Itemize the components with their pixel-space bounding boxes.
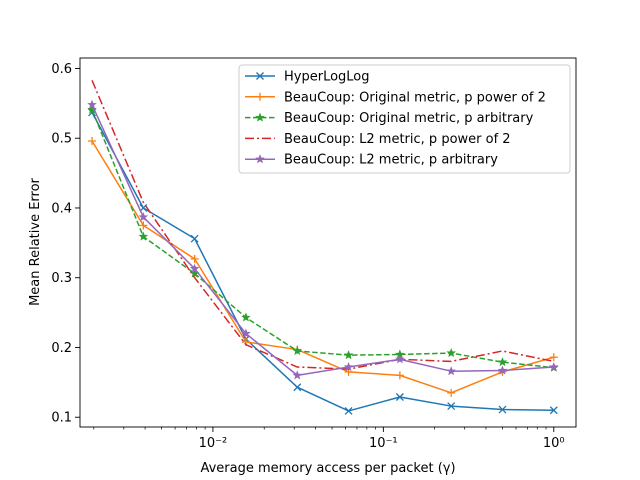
legend-box [238, 64, 571, 174]
data-point [395, 354, 405, 364]
legend-marker [256, 72, 264, 80]
data-point [190, 234, 199, 243]
plot-series [87, 80, 559, 415]
series-line [91, 112, 554, 412]
series-5 [87, 99, 559, 380]
data-point [293, 383, 302, 392]
y-tick-label: 0.4 [51, 201, 72, 216]
data-point [343, 350, 354, 360]
legend-entry: HyperLogLog [245, 70, 370, 85]
data-point [344, 406, 353, 415]
data-point [87, 99, 97, 109]
legend-entry: BeauCoup: L2 metric, p arbitrary [245, 153, 498, 168]
legend-entry: BeauCoup: Original metric, p power of 2 [245, 90, 546, 105]
y-tick-label: 0.5 [51, 132, 72, 147]
series-line [91, 80, 554, 370]
axes-frame [79, 57, 577, 428]
x-axis-ticks: 10⁻² 10⁻¹ 10⁰ [93, 427, 565, 451]
data-point [447, 388, 456, 397]
legend-marker [255, 154, 265, 164]
data-point [498, 405, 507, 414]
legend-label: BeauCoup: L2 metric, p power of 2 [284, 132, 511, 147]
legend-label: BeauCoup: Original metric, p arbitrary [284, 111, 534, 126]
plot-area-border [79, 57, 577, 428]
legend-entry: BeauCoup: Original metric, p arbitrary [245, 111, 534, 126]
legend-marker [256, 92, 264, 101]
series-line [91, 104, 554, 377]
data-point [549, 353, 558, 362]
legend-label: BeauCoup: Original metric, p power of 2 [284, 90, 546, 105]
series-line [91, 109, 554, 369]
data-point [548, 361, 559, 372]
data-point [138, 231, 149, 241]
data-point [446, 348, 456, 358]
data-point [343, 361, 354, 372]
data-point [497, 357, 508, 367]
data-point [87, 104, 97, 114]
data-point [189, 263, 200, 273]
data-point [497, 365, 508, 375]
data-point [395, 371, 404, 380]
data-point [549, 406, 558, 415]
legend-label: BeauCoup: L2 metric, p arbitrary [284, 153, 498, 168]
series-4 [91, 80, 554, 370]
y-tick-label: 0.1 [51, 411, 72, 426]
data-point [241, 312, 251, 322]
x-tick-label: 10⁰ [543, 436, 565, 451]
y-tick-label: 0.3 [51, 271, 72, 286]
y-axis-ticks: 0.1 0.2 0.3 0.4 0.5 0.6 [51, 62, 80, 426]
legend-entry: BeauCoup: L2 metric, p power of 2 [245, 132, 511, 147]
data-point [88, 137, 97, 146]
x-tick-label: 10⁻² [199, 436, 228, 451]
data-point [241, 328, 251, 338]
x-axis-label: Average memory access per packet (γ) [200, 461, 455, 476]
data-point [138, 212, 149, 222]
data-point [447, 402, 456, 411]
data-point [292, 345, 303, 356]
data-point [292, 370, 303, 380]
data-point [139, 221, 148, 230]
data-point [395, 393, 404, 401]
data-point [190, 254, 199, 263]
y-axis-label: Mean Relative Error [28, 177, 43, 305]
data-point [446, 366, 456, 376]
y-tick-label: 0.6 [51, 62, 72, 77]
legend-label: HyperLogLog [284, 70, 370, 85]
x-tick-label: 10⁻¹ [369, 436, 398, 451]
legend: HyperLogLog BeauCoup: Original metric, p … [238, 64, 571, 174]
legend-marker [255, 112, 265, 122]
y-tick-label: 0.2 [51, 341, 72, 356]
